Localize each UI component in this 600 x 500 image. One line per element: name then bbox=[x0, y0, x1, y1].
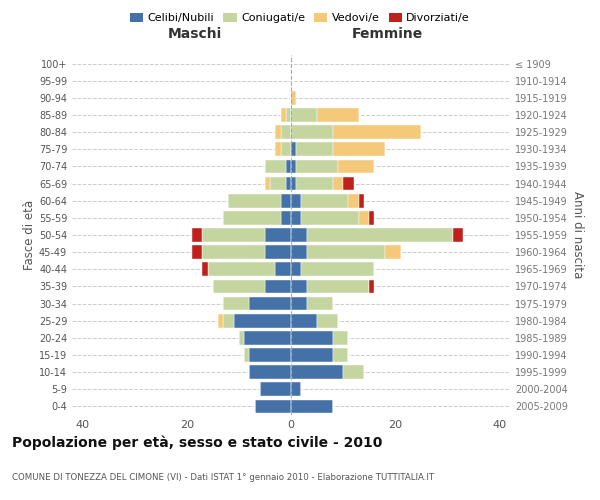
Bar bbox=[333, 348, 349, 362]
Bar bbox=[291, 366, 343, 379]
Bar bbox=[307, 246, 385, 259]
Bar bbox=[291, 331, 333, 344]
Bar bbox=[275, 142, 281, 156]
Bar bbox=[223, 296, 249, 310]
Bar bbox=[192, 228, 202, 242]
Bar bbox=[208, 262, 275, 276]
Bar bbox=[317, 314, 338, 328]
Bar bbox=[265, 228, 291, 242]
Bar bbox=[218, 314, 223, 328]
Bar bbox=[213, 280, 265, 293]
Bar bbox=[333, 126, 421, 139]
Bar bbox=[286, 176, 291, 190]
Bar bbox=[244, 331, 291, 344]
Bar bbox=[275, 262, 291, 276]
Bar bbox=[291, 160, 296, 173]
Bar bbox=[229, 194, 281, 207]
Bar bbox=[317, 108, 359, 122]
Bar bbox=[296, 160, 338, 173]
Bar bbox=[349, 194, 359, 207]
Bar bbox=[385, 246, 401, 259]
Text: COMUNE DI TONEZZA DEL CIMONE (VI) - Dati ISTAT 1° gennaio 2010 - Elaborazione TU: COMUNE DI TONEZZA DEL CIMONE (VI) - Dati… bbox=[12, 472, 434, 482]
Bar bbox=[233, 314, 291, 328]
Text: Femmine: Femmine bbox=[352, 26, 423, 40]
Bar bbox=[301, 211, 359, 224]
Bar bbox=[291, 91, 296, 104]
Bar bbox=[291, 348, 333, 362]
Bar bbox=[333, 176, 343, 190]
Bar bbox=[291, 194, 301, 207]
Bar bbox=[296, 142, 333, 156]
Bar bbox=[265, 176, 270, 190]
Y-axis label: Fasce di età: Fasce di età bbox=[23, 200, 36, 270]
Bar bbox=[239, 331, 244, 344]
Bar bbox=[265, 160, 286, 173]
Bar bbox=[291, 108, 317, 122]
Bar bbox=[202, 262, 208, 276]
Text: Maschi: Maschi bbox=[167, 26, 222, 40]
Bar bbox=[265, 246, 291, 259]
Bar bbox=[291, 314, 317, 328]
Bar bbox=[291, 142, 296, 156]
Bar bbox=[291, 228, 307, 242]
Bar bbox=[359, 211, 369, 224]
Bar bbox=[281, 211, 291, 224]
Bar bbox=[333, 331, 349, 344]
Bar bbox=[270, 176, 286, 190]
Bar bbox=[301, 262, 374, 276]
Bar bbox=[291, 296, 307, 310]
Bar bbox=[244, 348, 249, 362]
Bar bbox=[307, 228, 452, 242]
Bar bbox=[202, 228, 265, 242]
Bar bbox=[249, 348, 291, 362]
Y-axis label: Anni di nascita: Anni di nascita bbox=[571, 192, 584, 278]
Bar bbox=[291, 280, 307, 293]
Bar bbox=[249, 366, 291, 379]
Bar bbox=[296, 176, 333, 190]
Bar bbox=[301, 194, 349, 207]
Bar bbox=[265, 280, 291, 293]
Bar bbox=[281, 194, 291, 207]
Bar bbox=[291, 262, 301, 276]
Bar bbox=[307, 280, 369, 293]
Text: Popolazione per età, sesso e stato civile - 2010: Popolazione per età, sesso e stato civil… bbox=[12, 435, 382, 450]
Bar bbox=[223, 314, 233, 328]
Bar bbox=[202, 246, 265, 259]
Bar bbox=[281, 108, 286, 122]
Bar bbox=[369, 280, 374, 293]
Bar bbox=[291, 400, 333, 413]
Bar bbox=[281, 126, 291, 139]
Bar bbox=[192, 246, 202, 259]
Bar bbox=[275, 126, 281, 139]
Bar bbox=[281, 142, 291, 156]
Bar bbox=[338, 160, 374, 173]
Bar bbox=[343, 176, 353, 190]
Bar bbox=[291, 126, 333, 139]
Bar bbox=[359, 194, 364, 207]
Legend: Celibi/Nubili, Coniugati/e, Vedovi/e, Divorziati/e: Celibi/Nubili, Coniugati/e, Vedovi/e, Di… bbox=[125, 8, 475, 28]
Bar bbox=[249, 296, 291, 310]
Bar bbox=[452, 228, 463, 242]
Bar bbox=[286, 108, 291, 122]
Bar bbox=[307, 296, 333, 310]
Bar bbox=[286, 160, 291, 173]
Bar bbox=[223, 211, 281, 224]
Bar bbox=[254, 400, 291, 413]
Bar bbox=[369, 211, 374, 224]
Bar bbox=[291, 211, 301, 224]
Bar bbox=[333, 142, 385, 156]
Bar bbox=[291, 382, 301, 396]
Bar bbox=[343, 366, 364, 379]
Bar bbox=[260, 382, 291, 396]
Bar bbox=[291, 246, 307, 259]
Bar bbox=[291, 176, 296, 190]
